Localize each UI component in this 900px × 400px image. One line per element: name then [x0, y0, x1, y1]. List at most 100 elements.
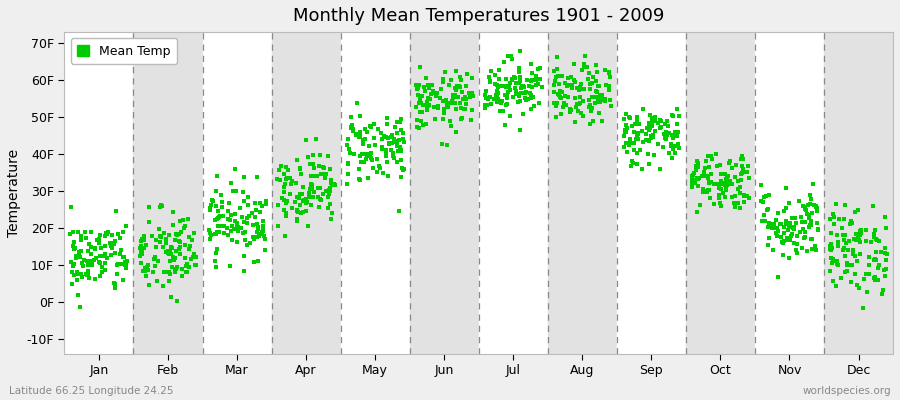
- Point: [393, 127, 408, 134]
- Point: [861, 254, 876, 260]
- Point: [830, 257, 844, 264]
- Point: [754, 198, 769, 205]
- Point: [777, 230, 791, 236]
- Point: [388, 124, 402, 130]
- Point: [428, 90, 442, 96]
- Point: [442, 82, 456, 88]
- Point: [718, 179, 733, 185]
- Point: [363, 142, 377, 149]
- Point: [839, 240, 853, 246]
- Point: [789, 246, 804, 253]
- Point: [875, 291, 889, 297]
- Point: [871, 277, 886, 284]
- Point: [504, 53, 518, 59]
- Point: [731, 200, 745, 206]
- Point: [255, 229, 269, 235]
- Point: [313, 152, 328, 158]
- Point: [385, 140, 400, 146]
- Point: [313, 197, 328, 204]
- Point: [659, 136, 673, 143]
- Point: [593, 99, 608, 105]
- Point: [501, 52, 516, 59]
- Point: [410, 92, 425, 98]
- Point: [249, 234, 264, 240]
- Point: [629, 136, 643, 142]
- Point: [211, 215, 225, 222]
- Point: [483, 79, 498, 85]
- Point: [516, 111, 530, 117]
- Point: [349, 131, 364, 137]
- Point: [490, 81, 504, 88]
- Point: [85, 258, 99, 265]
- Point: [248, 207, 263, 213]
- Point: [212, 214, 226, 221]
- Point: [563, 74, 578, 80]
- Point: [573, 94, 588, 100]
- Point: [462, 90, 476, 96]
- Point: [498, 92, 512, 98]
- Point: [874, 249, 888, 255]
- Point: [253, 200, 267, 206]
- Point: [341, 160, 356, 166]
- Point: [317, 165, 331, 172]
- Point: [733, 204, 747, 211]
- Point: [714, 180, 728, 187]
- Point: [320, 205, 335, 211]
- Point: [390, 119, 404, 126]
- Point: [208, 203, 222, 210]
- Point: [722, 160, 736, 166]
- Point: [857, 276, 871, 282]
- Point: [848, 252, 862, 259]
- Point: [785, 231, 799, 238]
- Point: [289, 179, 303, 186]
- Point: [723, 158, 737, 164]
- Point: [97, 260, 112, 266]
- Point: [290, 207, 304, 214]
- Point: [503, 87, 517, 94]
- Point: [202, 205, 217, 211]
- Point: [704, 153, 718, 159]
- Point: [140, 273, 154, 279]
- Point: [719, 176, 733, 182]
- Point: [690, 183, 705, 190]
- Point: [162, 232, 176, 238]
- Point: [797, 235, 812, 241]
- Point: [94, 260, 108, 266]
- Point: [670, 121, 684, 127]
- Point: [804, 236, 818, 242]
- Point: [528, 82, 543, 88]
- Point: [626, 147, 641, 153]
- Point: [230, 238, 244, 245]
- Point: [784, 233, 798, 240]
- Point: [633, 147, 647, 153]
- Point: [491, 94, 505, 100]
- Point: [846, 251, 860, 258]
- Point: [584, 105, 598, 111]
- Point: [480, 102, 494, 108]
- Point: [353, 113, 367, 119]
- Point: [515, 83, 529, 90]
- Point: [214, 192, 229, 198]
- Point: [357, 159, 372, 165]
- Point: [566, 76, 580, 83]
- Point: [500, 102, 514, 108]
- Point: [535, 84, 549, 90]
- Point: [460, 71, 474, 77]
- Point: [685, 173, 699, 179]
- Point: [311, 204, 326, 210]
- Point: [183, 243, 197, 249]
- Point: [841, 247, 855, 253]
- Point: [562, 81, 576, 88]
- Point: [791, 198, 806, 204]
- Point: [68, 260, 82, 267]
- Point: [778, 220, 793, 227]
- Point: [159, 240, 174, 246]
- Point: [65, 269, 79, 276]
- Point: [639, 130, 653, 137]
- Point: [108, 285, 122, 292]
- Point: [92, 259, 106, 265]
- Point: [807, 202, 822, 208]
- Point: [518, 97, 533, 103]
- Point: [688, 179, 702, 185]
- Point: [700, 172, 715, 179]
